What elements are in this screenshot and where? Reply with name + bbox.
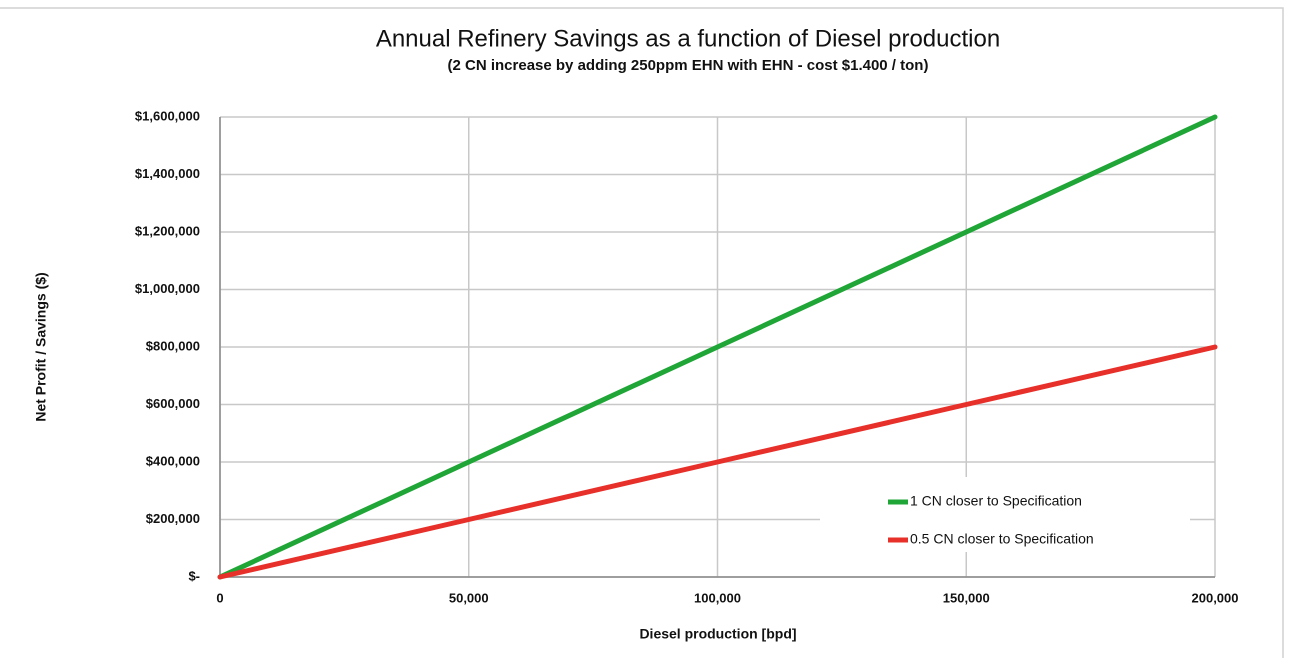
y-tick-label: $600,000 bbox=[146, 396, 200, 411]
legend-label: 1 CN closer to Specification bbox=[910, 493, 1082, 509]
series-line bbox=[217, 114, 1218, 580]
frame bbox=[0, 7, 1284, 658]
y-tick-label: $200,000 bbox=[146, 511, 200, 526]
y-axis-label: Net Profit / Savings ($) bbox=[33, 272, 49, 421]
chart-title: Annual Refinery Savings as a function of… bbox=[376, 25, 1000, 52]
y-tick-label: $1,000,000 bbox=[135, 281, 200, 296]
x-tick-label: 150,000 bbox=[943, 590, 990, 605]
x-tick-label: 100,000 bbox=[694, 590, 741, 605]
y-tick-label: $1,600,000 bbox=[135, 108, 200, 123]
y-tick-label: $800,000 bbox=[146, 338, 200, 353]
series-line bbox=[217, 344, 1218, 580]
y-tick-label: $- bbox=[188, 568, 200, 583]
x-tick-label: 200,000 bbox=[1192, 590, 1239, 605]
x-tick-label: 50,000 bbox=[449, 590, 489, 605]
y-tick-label: $400,000 bbox=[146, 453, 200, 468]
x-axis-label: Diesel production [bpd] bbox=[639, 626, 796, 642]
legend-label: 0.5 CN closer to Specification bbox=[910, 531, 1094, 547]
chart-subtitle: (2 CN increase by adding 250ppm EHN with… bbox=[448, 57, 929, 74]
y-tick-label: $1,400,000 bbox=[135, 166, 200, 181]
y-tick-label: $1,200,000 bbox=[135, 223, 200, 238]
legend-box bbox=[820, 477, 1190, 552]
x-tick-label: 0 bbox=[216, 590, 223, 605]
